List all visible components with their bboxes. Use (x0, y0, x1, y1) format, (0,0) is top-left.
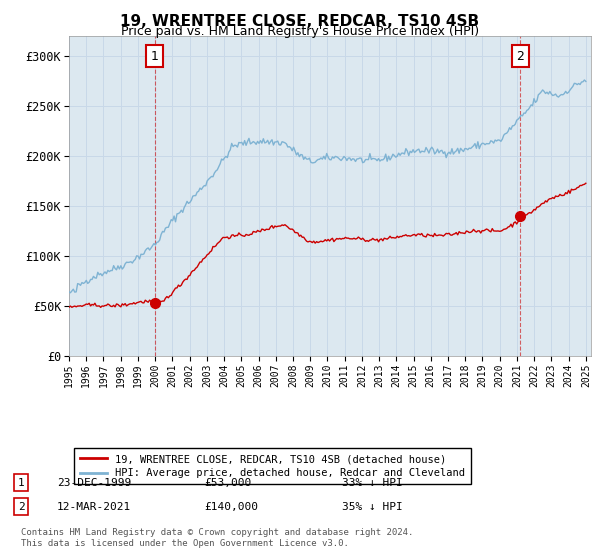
Text: 1: 1 (151, 50, 158, 63)
Text: £53,000: £53,000 (204, 478, 251, 488)
Text: £140,000: £140,000 (204, 502, 258, 512)
Text: 2: 2 (516, 50, 524, 63)
Text: 33% ↓ HPI: 33% ↓ HPI (342, 478, 403, 488)
Text: Price paid vs. HM Land Registry's House Price Index (HPI): Price paid vs. HM Land Registry's House … (121, 25, 479, 38)
Text: 19, WRENTREE CLOSE, REDCAR, TS10 4SB: 19, WRENTREE CLOSE, REDCAR, TS10 4SB (121, 14, 479, 29)
Text: 1: 1 (17, 478, 25, 488)
Text: 12-MAR-2021: 12-MAR-2021 (57, 502, 131, 512)
Legend: 19, WRENTREE CLOSE, REDCAR, TS10 4SB (detached house), HPI: Average price, detac: 19, WRENTREE CLOSE, REDCAR, TS10 4SB (de… (74, 448, 471, 484)
Text: 35% ↓ HPI: 35% ↓ HPI (342, 502, 403, 512)
Text: 23-DEC-1999: 23-DEC-1999 (57, 478, 131, 488)
Text: 2: 2 (17, 502, 25, 512)
Text: Contains HM Land Registry data © Crown copyright and database right 2024.
This d: Contains HM Land Registry data © Crown c… (21, 528, 413, 548)
